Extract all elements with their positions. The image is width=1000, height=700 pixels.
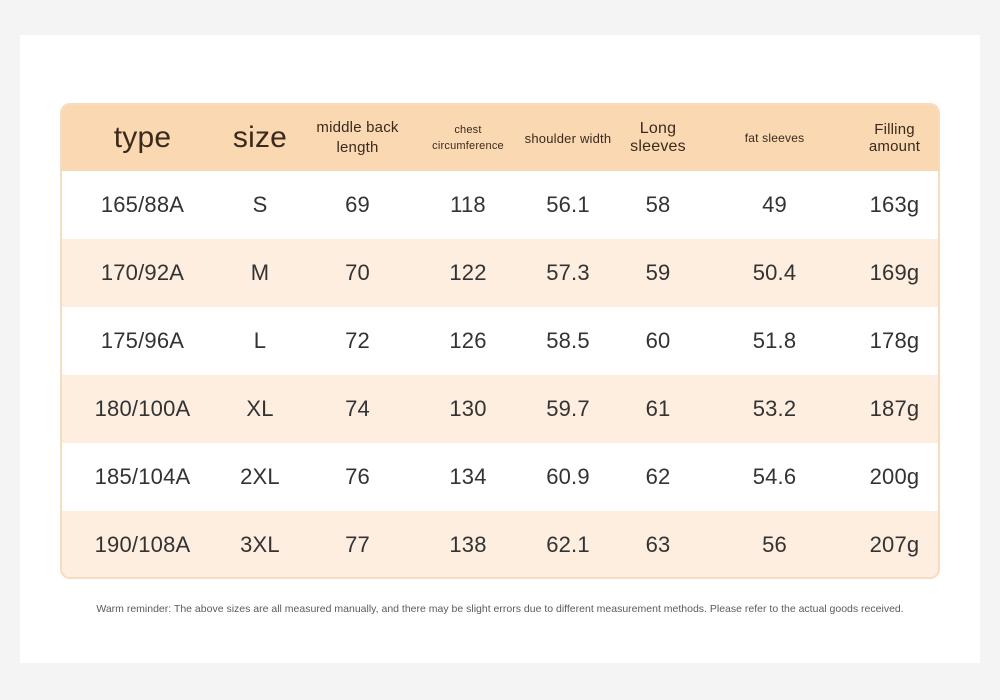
cell-chest-circumference: 130 xyxy=(449,396,487,421)
cell-type: 185/104A xyxy=(94,464,191,489)
cell-long-sleeves: 62 xyxy=(645,464,671,489)
cell-long-sleeves: 58 xyxy=(645,192,671,217)
cell-type: 190/108A xyxy=(94,532,191,557)
cell-fat-sleeves: 51.8 xyxy=(752,328,797,353)
cell-middle-back-length: 74 xyxy=(345,396,370,421)
cell-size: S xyxy=(252,192,268,217)
cell-long-sleeves: 61 xyxy=(645,396,671,421)
cell-chest-circumference: 134 xyxy=(449,464,487,489)
cell-filling-amount: 169g xyxy=(869,260,920,285)
cell-fat-sleeves: 54.6 xyxy=(752,464,797,489)
cell-chest-circumference: 126 xyxy=(449,328,487,353)
table-row: 170/92A M 70 122 57.3 59 50.4 169g xyxy=(62,239,938,307)
table-row: 185/104A 2XL 76 134 60.9 62 54.6 200g xyxy=(62,443,938,511)
cell-fat-sleeves: 49 xyxy=(762,192,787,217)
table-row: 175/96A L 72 126 58.5 60 51.8 178g xyxy=(62,307,938,375)
size-table: type size middle back length chest circu… xyxy=(60,103,940,579)
header-size: size xyxy=(232,121,288,154)
cell-shoulder-width: 60.9 xyxy=(546,464,590,489)
cell-long-sleeves: 60 xyxy=(645,328,671,353)
cell-fat-sleeves: 56 xyxy=(762,532,787,557)
cell-shoulder-width: 58.5 xyxy=(546,328,590,353)
cell-size: 2XL xyxy=(240,464,280,489)
cell-filling-amount: 187g xyxy=(869,396,920,421)
cell-size: L xyxy=(253,328,267,353)
header-middle-back-length: middle back length xyxy=(316,119,399,156)
cell-long-sleeves: 63 xyxy=(645,532,671,557)
cell-middle-back-length: 72 xyxy=(345,328,370,353)
cell-fat-sleeves: 53.2 xyxy=(752,396,797,421)
cell-size: 3XL xyxy=(240,532,280,557)
cell-type: 170/92A xyxy=(100,260,185,285)
cell-chest-circumference: 138 xyxy=(449,532,487,557)
cell-middle-back-length: 77 xyxy=(345,532,370,557)
cell-shoulder-width: 59.7 xyxy=(546,396,590,421)
cell-long-sleeves: 59 xyxy=(645,260,671,285)
cell-filling-amount: 178g xyxy=(869,328,920,353)
header-fat-sleeves: fat sleeves xyxy=(744,131,805,145)
header-type: type xyxy=(113,121,172,154)
cell-type: 180/100A xyxy=(94,396,191,421)
table-row: 180/100A XL 74 130 59.7 61 53.2 187g xyxy=(62,375,938,443)
cell-filling-amount: 207g xyxy=(869,532,920,557)
header-shoulder-width: shoulder width xyxy=(524,130,612,146)
header-chest-circumference: chest circumference xyxy=(432,124,504,152)
cell-type: 175/96A xyxy=(100,328,185,353)
cell-shoulder-width: 56.1 xyxy=(546,192,590,217)
warm-reminder-note: Warm reminder: The above sizes are all m… xyxy=(96,603,904,615)
cell-size: M xyxy=(250,260,270,285)
table-row: 190/108A 3XL 77 138 62.1 63 56 207g xyxy=(62,511,938,577)
cell-middle-back-length: 76 xyxy=(345,464,370,489)
cell-middle-back-length: 69 xyxy=(345,192,370,217)
cell-shoulder-width: 62.1 xyxy=(546,532,590,557)
cell-shoulder-width: 57.3 xyxy=(546,260,590,285)
cell-chest-circumference: 122 xyxy=(449,260,487,285)
cell-chest-circumference: 118 xyxy=(450,192,486,217)
cell-size: XL xyxy=(246,396,274,421)
cell-type: 165/88A xyxy=(100,192,185,217)
header-long-sleeves: Long sleeves xyxy=(630,120,686,155)
header-filling-amount: Filling amount xyxy=(868,121,921,155)
table-row: 165/88A S 69 118 56.1 58 49 163g xyxy=(62,171,938,239)
cell-fat-sleeves: 50.4 xyxy=(752,260,797,285)
size-chart-card: type size middle back length chest circu… xyxy=(20,35,980,663)
cell-filling-amount: 200g xyxy=(869,464,920,489)
cell-middle-back-length: 70 xyxy=(345,260,370,285)
cell-filling-amount: 163g xyxy=(869,192,920,217)
table-header-row: type size middle back length chest circu… xyxy=(62,105,938,171)
